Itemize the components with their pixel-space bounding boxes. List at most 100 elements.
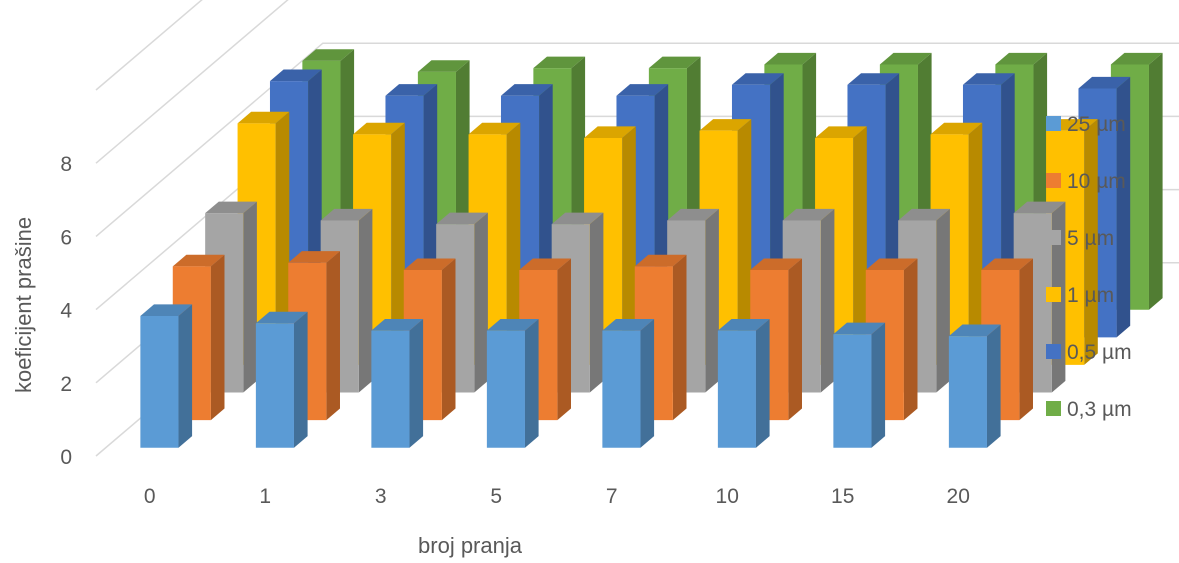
bar-side	[936, 208, 950, 393]
bar-top	[353, 122, 405, 135]
bar-side	[275, 111, 290, 365]
gridline	[95, 42, 1179, 237]
legend-label: 5 µm	[1067, 227, 1114, 250]
bar-side	[1019, 258, 1033, 421]
bar-top	[699, 119, 752, 131]
bar-top	[717, 319, 770, 331]
bar-top	[269, 69, 322, 82]
bar-side	[326, 251, 340, 421]
bar-top	[667, 208, 719, 221]
bar-top	[584, 126, 636, 138]
bar-top	[237, 111, 290, 124]
bar-side	[358, 208, 373, 393]
chart-bars	[140, 49, 1163, 448]
legend-label: 1 µm	[1067, 284, 1114, 307]
bar-top	[371, 319, 424, 331]
bar-side	[1084, 119, 1098, 365]
bar-side	[589, 212, 604, 393]
legend-swatch	[1046, 116, 1061, 131]
bar-top	[782, 208, 835, 221]
bar-front	[602, 330, 641, 448]
legend-label: 25 µm	[1067, 113, 1126, 136]
bar-side	[788, 258, 802, 421]
bar-side	[243, 201, 257, 393]
bar-top	[865, 258, 918, 271]
legend: 25 µm 10 µm 5 µm 1 µm 0,5 µm 0,3 µm	[1046, 113, 1132, 421]
bar-front	[486, 330, 525, 448]
x-tick-label: 15	[831, 485, 854, 508]
bar-top	[731, 73, 784, 85]
bar-top	[764, 52, 817, 65]
legend-swatch	[1046, 173, 1061, 188]
bar	[140, 304, 193, 448]
bar-top	[320, 208, 373, 221]
bar-side	[391, 122, 405, 365]
legend-swatch	[1046, 401, 1061, 416]
legend-item: 0,5 µm	[1046, 341, 1132, 364]
legend-swatch	[1046, 287, 1061, 302]
bar-front	[717, 330, 756, 448]
x-tick-label: 3	[375, 485, 387, 508]
gridline	[95, 0, 203, 91]
bar-front	[833, 334, 872, 448]
x-tick-label: 20	[947, 485, 970, 508]
legend-swatch	[1046, 230, 1061, 245]
bar-top	[962, 73, 1015, 85]
y-axis-title: koeficijent prašine	[11, 217, 36, 393]
bar-top	[847, 73, 900, 85]
bar-side	[903, 258, 918, 421]
bar-side	[441, 258, 456, 421]
x-tick-label: 1	[259, 485, 271, 508]
bar-top	[815, 126, 867, 138]
bar-top	[948, 324, 1001, 337]
bar-top	[930, 122, 983, 135]
bar-top	[255, 311, 308, 324]
legend-item: 25 µm	[1046, 113, 1126, 136]
bar-top	[500, 84, 553, 96]
bar-top	[833, 322, 886, 335]
bar-top	[468, 122, 521, 135]
y-tick-label: 4	[60, 300, 72, 323]
legend-item: 10 µm	[1046, 170, 1126, 193]
bar	[833, 322, 886, 448]
y-tick-label: 6	[60, 226, 72, 249]
bar-top	[205, 201, 257, 214]
bar-top	[981, 258, 1033, 271]
bar-top	[417, 60, 470, 72]
bar-top	[302, 49, 355, 61]
bar-top	[436, 212, 488, 225]
bar-side	[622, 126, 636, 365]
bar-top	[634, 254, 687, 267]
bar-top	[519, 258, 571, 271]
legend-item: 0,3 µm	[1046, 398, 1132, 421]
bar	[948, 324, 1001, 448]
bar-side	[178, 304, 193, 448]
bar-top	[551, 212, 604, 225]
bar-side	[409, 319, 424, 448]
bar-side	[986, 324, 1001, 448]
bar-top	[486, 319, 539, 331]
bar-top	[1078, 76, 1131, 89]
y-tick-label: 2	[60, 373, 72, 396]
bar-side	[705, 208, 719, 393]
bar-side	[672, 254, 687, 421]
bar-side	[820, 208, 835, 393]
x-tick-label: 10	[716, 485, 739, 508]
gridline	[95, 0, 289, 164]
bar-side	[506, 122, 521, 365]
bar-side	[293, 311, 308, 448]
legend-label: 0,5 µm	[1067, 341, 1132, 364]
y-tick-label: 0	[60, 446, 72, 469]
y-tick-label: 8	[60, 153, 72, 176]
bar-top	[602, 319, 655, 331]
legend-label: 0,3 µm	[1067, 398, 1132, 421]
x-tick-label: 7	[606, 485, 618, 508]
bar-top	[1013, 201, 1066, 214]
legend-item: 5 µm	[1046, 227, 1114, 250]
bar-side	[968, 122, 983, 365]
bar-top	[288, 251, 340, 263]
bar	[717, 319, 770, 448]
bar	[486, 319, 539, 448]
bar	[602, 319, 655, 448]
